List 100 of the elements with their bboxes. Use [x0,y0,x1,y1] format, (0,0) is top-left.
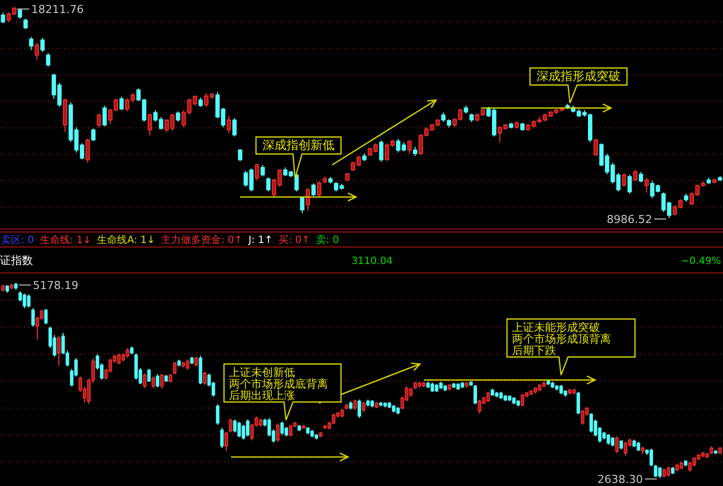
candlestick [311,182,316,196]
candlestick [407,140,412,154]
text: 3110.04 [351,256,393,267]
candlestick [358,399,362,418]
candlestick [254,163,260,180]
candlestick [622,172,626,188]
candlestick [86,138,90,164]
candlestick [280,421,284,436]
text: 卖: 0 [316,234,339,246]
candlestick [44,308,48,325]
text: 生命线A: 1↓ [97,234,156,246]
candlestick [580,410,584,426]
candlestick [34,42,40,60]
candlestick [688,461,692,472]
candlestick [379,140,384,162]
candlestick [594,138,598,156]
annotation: 深成指形成突破 [536,69,620,83]
annotation: 深成指创新低 [262,138,334,152]
candlestick [430,382,434,392]
candlestick [148,113,152,136]
annotation: 8986.52 [606,213,652,226]
candlestick [198,97,203,108]
candlestick [276,422,280,442]
candlestick [306,187,310,212]
candlestick [633,169,638,182]
candlestick [22,293,26,309]
candlestick [576,391,580,415]
text: −0.49% [680,256,721,267]
annotation: 5178.19 [32,279,78,292]
candlestick [260,164,265,178]
candlestick [620,440,623,450]
annotation: 上证未能形成突破 [512,321,600,334]
candlestick [194,356,198,368]
candlestick [224,431,228,452]
candlestick [233,419,237,434]
annotation: 18211.76 [31,3,84,16]
candlestick [478,399,482,414]
candlestick [176,110,180,122]
annotation: 两个市场形成底背离 [229,378,328,390]
candlestick [203,371,207,386]
candlestick [610,436,614,447]
candlestick [332,412,336,425]
candlestick [226,115,231,134]
candlestick [654,464,658,478]
candlestick [474,384,478,405]
candlestick [160,374,164,390]
candlestick [126,348,130,358]
candlestick [589,412,593,434]
candlestick [117,352,121,365]
candlestick [266,176,270,192]
candlestick [628,174,632,194]
candlestick [96,113,102,128]
candlestick [186,359,190,370]
candlestick [237,421,241,438]
candlestick [232,118,237,137]
candlestick [636,441,640,452]
text: 生命线: 1↓ [40,234,92,246]
candlestick [624,441,628,456]
candlestick [23,18,28,30]
text: J: 1↑ [247,235,273,246]
candlestick [412,146,418,156]
candlestick [31,308,35,328]
candlestick [638,171,644,183]
candlestick [317,180,322,198]
annotation: 上证未创新低 [229,366,295,379]
annotation: 后期下跌 [512,344,556,357]
candlestick [134,352,138,380]
candlestick [650,448,654,467]
candlestick [29,36,34,51]
candlestick [220,427,224,448]
text: 买: 0↑ [278,235,310,246]
candlestick [142,372,146,389]
candlestick [216,404,220,426]
candlestick [606,434,610,446]
candlestick [238,148,242,162]
chart-title: 证指数 [0,254,33,267]
text: 主力做多资金: 0↑ [161,234,242,246]
candlestick [102,105,107,127]
candlestick [362,401,366,412]
candlestick [559,384,563,395]
candlestick [40,37,45,52]
candlestick [353,399,357,410]
candlestick [119,96,124,111]
candlestick [644,177,649,194]
candlestick [173,361,176,375]
annotation: 后期出现上涨 [229,389,295,402]
candlestick [246,419,250,437]
candlestick [284,426,288,437]
candlestick [288,424,292,437]
candlestick [147,368,151,382]
candlestick [228,418,232,434]
candlestick [300,195,304,214]
candlestick [156,374,160,388]
annotation: 两个市场形成顶背离 [512,332,611,346]
candlestick [57,335,61,366]
candlestick [242,424,246,440]
candlestick [91,128,96,142]
candlestick [615,436,619,454]
candlestick [486,391,490,402]
candlestick [152,376,155,389]
